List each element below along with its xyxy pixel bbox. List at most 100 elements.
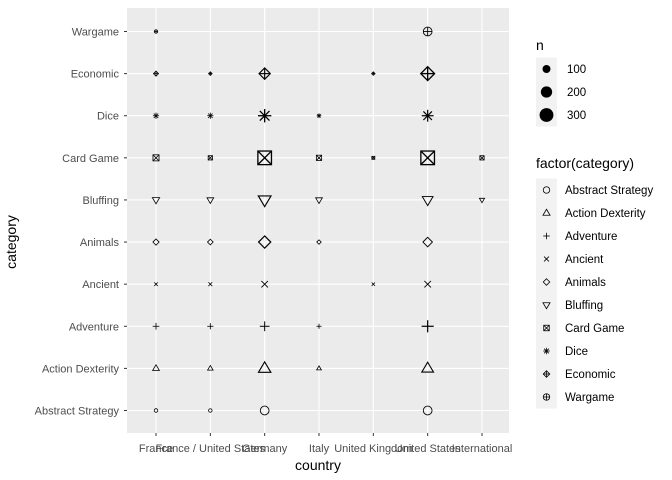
x-tick-label: Germany: [242, 443, 288, 455]
x-tick-label: International: [452, 443, 513, 455]
data-point: [206, 364, 214, 371]
shape-legend-label: Abstract Strategy: [565, 185, 653, 197]
data-point: [371, 71, 376, 76]
shape-legend-marker: [542, 278, 551, 286]
size-legend-label: 200: [567, 87, 586, 99]
shape-legend-marker: [542, 208, 551, 216]
data-point: [314, 197, 324, 205]
marker-triangle-down: [206, 197, 215, 205]
marker-cross-b: [153, 282, 159, 287]
y-tick-label: Ancient: [82, 279, 119, 291]
data-point: [422, 26, 433, 37]
data-point: [152, 70, 160, 77]
marker-square-diag-b: [207, 155, 213, 161]
shape-legend-key: [536, 178, 557, 202]
marker-diamond: [257, 235, 272, 249]
data-point: [153, 282, 159, 287]
shape-legend-label: Wargame: [565, 392, 614, 404]
shape-legend: factor(category) Abstract Strategy Action…: [536, 155, 653, 409]
data-point: [315, 154, 323, 161]
shape-legend-label: Action Dexterity: [565, 208, 646, 220]
marker-circle: [542, 186, 551, 194]
x-tick-label: Italy: [309, 443, 330, 455]
data-point: [257, 109, 272, 123]
shape-legend-marker: [542, 393, 551, 401]
data-point: [315, 365, 323, 371]
marker-diamond: [542, 278, 551, 286]
shape-legend-title: factor(category): [536, 155, 634, 171]
marker-triangle-down: [542, 302, 551, 310]
data-point: [257, 195, 273, 208]
marker-square: [152, 154, 160, 162]
shape-legend-marker: [543, 232, 550, 240]
marker-square-diag-b: [479, 155, 485, 161]
shape-legend-key: [536, 270, 557, 294]
data-point: [257, 360, 272, 373]
shape-legend-marker: [542, 186, 551, 194]
marker-cross-b: [261, 280, 269, 288]
marker-square: [257, 150, 273, 166]
marker-circle: [153, 408, 159, 413]
marker-asterisk-b: [543, 348, 550, 354]
size-legend-dot: [539, 108, 554, 122]
marker-square-diag-b: [257, 150, 272, 166]
shape-legend-marker: [543, 347, 550, 355]
marker-triangle-up: [315, 365, 323, 371]
marker-triangle-up: [151, 364, 161, 371]
data-point: [207, 155, 213, 161]
marker-asterisk-b: [153, 113, 159, 119]
x-tick-label: France / United States: [156, 443, 266, 455]
data-point: [478, 197, 486, 204]
marker-asterisk-b: [422, 111, 433, 121]
marker-cross-b: [371, 282, 376, 287]
data-point: [422, 236, 434, 248]
marker-square: [420, 150, 436, 166]
shape-legend-label: Animals: [565, 277, 606, 289]
data-point: [261, 280, 269, 288]
marker-square-diag-b: [371, 156, 376, 160]
y-tick-label: Card Game: [62, 153, 119, 165]
data-point: [207, 71, 213, 76]
data-point: [207, 323, 214, 330]
y-tick-label: Adventure: [69, 321, 119, 333]
marker-cross-b: [208, 281, 213, 287]
shape-legend-key: [536, 201, 557, 225]
data-point: [206, 238, 214, 246]
data-point: [152, 112, 160, 119]
marker-square: [207, 155, 213, 161]
data-point: [419, 65, 436, 82]
size-legend-label: 100: [567, 64, 586, 76]
data-point: [424, 280, 432, 288]
data-point: [420, 150, 436, 166]
data-point: [316, 113, 322, 119]
marker-square-diag-b: [543, 324, 550, 332]
data-point: [153, 408, 159, 413]
data-point: [420, 361, 435, 373]
shape-legend-key: [536, 293, 557, 317]
marker-asterisk-b: [259, 110, 270, 122]
plot-panel: [127, 8, 509, 433]
panel-background: [127, 8, 509, 433]
data-point: [371, 282, 376, 287]
data-point: [152, 322, 160, 330]
size-legend-label: 300: [567, 110, 586, 122]
marker-square-diag-b: [316, 154, 322, 161]
marker-cross-b: [424, 280, 432, 288]
x-tick-label: France: [139, 443, 173, 455]
y-tick-label: Animals: [80, 237, 120, 249]
shape-legend-marker: [542, 370, 551, 378]
marker-triangle-down: [151, 197, 161, 205]
data-point: [421, 109, 434, 122]
data-point: [206, 197, 215, 205]
x-tick-label: United States: [395, 443, 462, 455]
shape-legend-label: Economic: [565, 369, 616, 381]
y-tick-label: Wargame: [72, 27, 119, 39]
data-point: [207, 112, 214, 119]
y-axis-title: category: [3, 215, 19, 269]
data-point: [316, 239, 322, 245]
data-points: [151, 26, 486, 416]
data-point: [479, 155, 485, 161]
marker-square: [315, 154, 323, 161]
marker-diamond: [422, 236, 434, 248]
